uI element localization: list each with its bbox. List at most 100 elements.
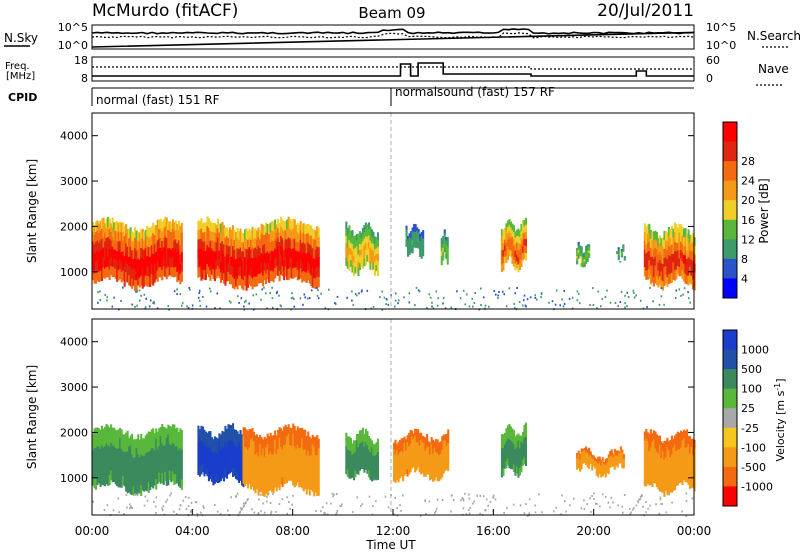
echo-cell (376, 261, 379, 269)
echo-cell (396, 467, 399, 475)
echo-cell (120, 271, 123, 283)
scatter-speck (202, 505, 204, 508)
echo-cell (179, 477, 182, 488)
scatter-speck (442, 302, 444, 305)
echo-cell (429, 467, 432, 475)
scatter-speck (372, 306, 375, 309)
cpid-label: CPID (8, 91, 37, 104)
echo-cell (219, 233, 222, 244)
echo-cell (523, 444, 526, 452)
echo-cell (314, 230, 317, 241)
echo-cell (207, 266, 210, 278)
echo-cell (524, 429, 527, 438)
echo-cell (439, 441, 442, 449)
echo-cell (173, 231, 176, 242)
echo-cell (247, 440, 250, 451)
echo-cell (655, 249, 658, 259)
echo-cell (376, 268, 379, 277)
echo-cell (658, 260, 661, 269)
scatter-speck (528, 498, 531, 501)
echo-cell (213, 475, 216, 484)
echo-cell (126, 255, 129, 265)
echo-cell (651, 248, 654, 258)
echo-cell (117, 448, 120, 459)
echo-cell (416, 237, 419, 242)
echo-cell (164, 236, 167, 248)
echo-cell (92, 433, 95, 443)
echo-cell (427, 457, 430, 464)
echo-cell (351, 244, 354, 252)
scatter-speck (148, 305, 151, 308)
echo-cell (259, 463, 262, 474)
echo-cell (367, 248, 370, 256)
echo-cell (675, 224, 678, 234)
echo-cell (314, 446, 317, 456)
scatter-speck (356, 294, 358, 297)
scatter-speck (637, 500, 639, 503)
echo-cell (165, 227, 168, 239)
scatter-speck (375, 500, 377, 503)
echo-cell (360, 449, 363, 457)
scatter-speck (195, 501, 198, 504)
colorbar-cell (723, 408, 737, 429)
scatter-speck (687, 297, 690, 300)
echo-cell (363, 446, 366, 454)
echo-cell (684, 439, 687, 449)
echo-cell (394, 439, 397, 448)
echo-cell (219, 243, 222, 254)
echo-cell (678, 432, 681, 442)
echo-cell (506, 438, 509, 446)
echo-cell (93, 244, 96, 255)
echo-cell (287, 248, 290, 260)
echo-cell (509, 244, 512, 251)
scatter-speck (272, 306, 274, 309)
echo-cell (161, 231, 164, 242)
noise-left-tick-top: 10^5 (58, 21, 88, 34)
echo-cell (307, 479, 310, 490)
scatter-speck (559, 304, 561, 307)
echo-cell (171, 424, 174, 435)
scatter-speck (468, 493, 470, 496)
echo-cell (274, 239, 277, 250)
echo-cell (114, 438, 117, 449)
echo-cell (204, 269, 207, 280)
echo-cell (622, 247, 625, 250)
scatter-speck (480, 287, 482, 290)
scatter-speck (103, 509, 106, 511)
echo-cell (357, 433, 360, 442)
echo-cell (408, 233, 411, 238)
echo-cell (618, 461, 621, 464)
echo-cell (117, 241, 120, 252)
echo-cell (159, 267, 162, 278)
echo-cell (271, 445, 274, 456)
echo-cell (358, 437, 361, 445)
scatter-speck (244, 301, 246, 304)
echo-cell (292, 433, 295, 445)
scatter-speck (612, 501, 614, 504)
echo-cell (179, 235, 182, 246)
echo-cell (305, 263, 308, 274)
echo-cell (123, 226, 126, 237)
echo-cell (296, 270, 299, 281)
echo-cell (588, 451, 591, 456)
scatter-speck (660, 502, 662, 505)
echo-cell (411, 455, 414, 463)
echo-cell (423, 449, 426, 457)
scatter-speck (529, 296, 532, 299)
echo-cell (308, 456, 311, 467)
echo-cell (402, 473, 405, 482)
scatter-speck (596, 307, 598, 310)
echo-cell (310, 255, 313, 267)
echo-cell (171, 461, 174, 472)
echo-cell (352, 262, 355, 270)
echo-cell (99, 220, 102, 232)
echo-cell (360, 462, 363, 469)
noise-right-label: N.Search (747, 29, 800, 43)
echo-cell (274, 219, 277, 230)
echo-cell (645, 244, 648, 254)
echo-cell (262, 255, 265, 266)
echo-cell (352, 440, 355, 448)
echo-cell (645, 466, 648, 477)
echo-cell (408, 236, 411, 241)
echo-cell (232, 423, 235, 433)
